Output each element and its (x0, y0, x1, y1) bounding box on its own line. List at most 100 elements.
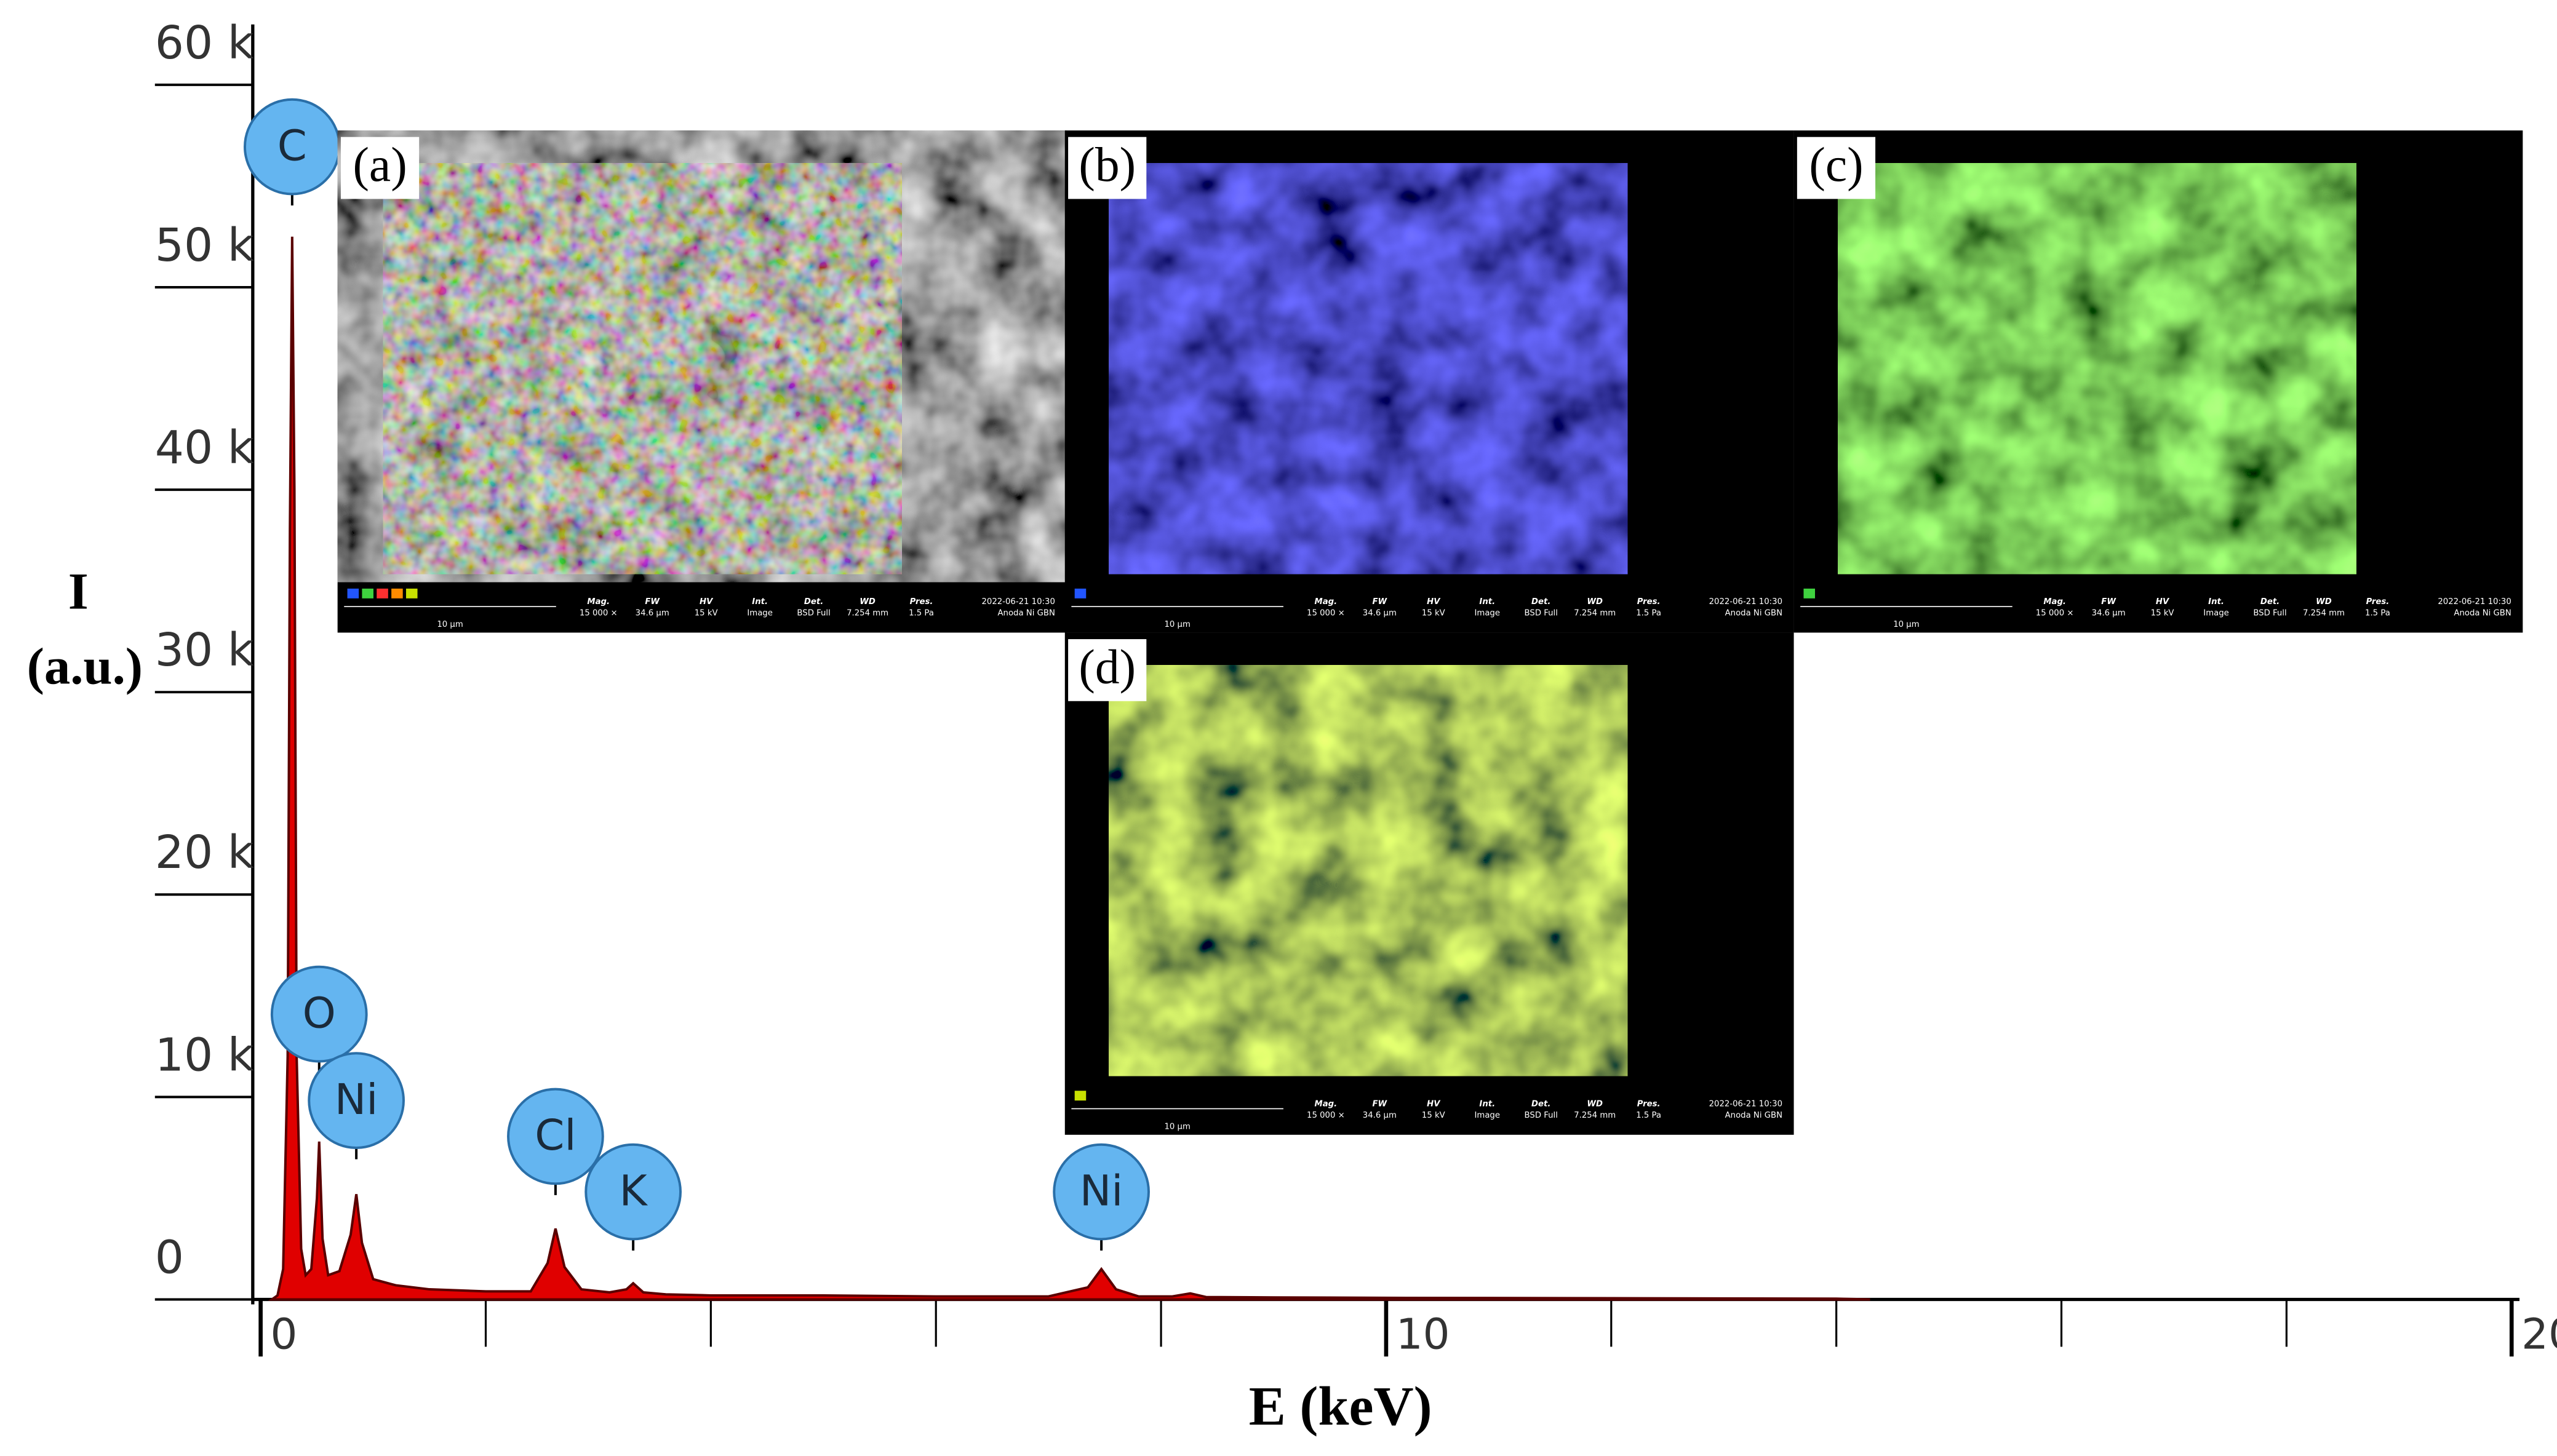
footer-value: 15 kV (1422, 609, 1445, 618)
footer-value: 34.6 µm (1363, 1111, 1397, 1120)
footer-date: 2022-06-21 10:30 (1709, 1099, 1782, 1108)
footer-value: 15 kV (1422, 1111, 1445, 1120)
panel-label-box (1068, 137, 1147, 199)
x-tick-label: 10 (1396, 1310, 1450, 1359)
footer-key: Pres. (1637, 597, 1661, 607)
y-axis-title: I (68, 563, 89, 621)
inset-panel: (c) 10 µm Mag. 15 000 × FW 34.6 µm HV 15 kV Int.… (1793, 130, 2523, 633)
element-badge (1074, 1091, 1087, 1101)
footer-sample: Anoda Ni GBN (2454, 609, 2511, 618)
element-badge (405, 588, 418, 599)
footer-key: WD (860, 597, 876, 607)
inset-map (1109, 665, 1628, 1076)
footer-value: 34.6 µm (1363, 609, 1397, 618)
footer-value: 1.5 Pa (1636, 1111, 1661, 1120)
footer-key: Int. (1479, 597, 1495, 607)
inset-panel: (b) 10 µm Mag. 15 000 × FW 34.6 µm HV 15 kV Int.… (1064, 130, 1794, 633)
element-badge (377, 588, 388, 599)
footer-key: Det. (1531, 597, 1550, 607)
x-axis-title: E (keV) (1249, 1376, 1432, 1437)
panel-label-box (1068, 639, 1147, 701)
footer-value: 7.254 mm (847, 609, 888, 618)
panel-label: (d) (1079, 640, 1136, 694)
footer-value: 15 kV (2151, 609, 2174, 618)
annotation-badge (1053, 1143, 1150, 1241)
footer-value: Image (1475, 1111, 1501, 1120)
inset-map (1109, 163, 1628, 575)
y-tick-label: 50 k (155, 218, 254, 272)
panel-label-box (340, 137, 420, 199)
scale-label: 10 µm (1164, 620, 1190, 629)
footer-key: Pres. (2366, 597, 2390, 607)
footer-value: 1.5 Pa (2365, 609, 2390, 618)
footer-key: WD (1587, 1099, 1603, 1108)
footer-sample: Anoda Ni GBN (1725, 1111, 1782, 1120)
footer-value: Image (747, 609, 772, 618)
footer-date: 2022-06-21 10:30 (2438, 597, 2511, 607)
footer-key: Mag. (2043, 597, 2066, 607)
footer-key: Mag. (1315, 1099, 1338, 1108)
footer-key: Det. (1531, 1099, 1550, 1108)
element-badge (1803, 588, 1816, 599)
footer-key: WD (1587, 597, 1603, 607)
footer-value: BSD Full (1525, 609, 1558, 618)
footer-key: FW (2101, 597, 2116, 607)
annotation-label: K (620, 1166, 648, 1215)
annotation-badge (270, 965, 368, 1063)
element-badge (1074, 588, 1087, 599)
y-axis-title: (a.u.) (27, 638, 143, 696)
footer-key: Det. (804, 597, 823, 607)
footer-key: Mag. (587, 597, 610, 607)
annotation-badge (507, 1088, 604, 1185)
footer-key: Int. (2208, 597, 2224, 607)
y-tick-label: 30 k (155, 623, 254, 677)
footer-key: Int. (1479, 1099, 1495, 1108)
panel-label: (a) (353, 138, 407, 192)
inset-overlay (383, 163, 902, 575)
panel-label-box (1797, 137, 1876, 199)
footer-value: 15 000 × (1307, 609, 1345, 618)
annotation-badge (584, 1143, 682, 1241)
inset-map (1838, 163, 2356, 575)
footer-value: 7.254 mm (1574, 609, 1616, 618)
footer-value: 15 000 × (2036, 609, 2074, 618)
x-tick-label: 0 (271, 1310, 298, 1359)
y-tick-label: 60 k (155, 16, 254, 70)
footer-key: Pres. (910, 597, 933, 607)
annotation-label: O (303, 989, 336, 1038)
footer-key: WD (2316, 597, 2332, 607)
spectrum-area (268, 236, 1870, 1301)
footer-value: 15 000 × (1307, 1111, 1345, 1120)
footer-value: 1.5 Pa (909, 609, 934, 618)
annotation-label: Ni (335, 1075, 378, 1124)
footer-value: 15 kV (695, 609, 718, 618)
footer-key: FW (645, 597, 660, 607)
annotation-label: Cl (535, 1111, 576, 1160)
footer-key: FW (1372, 597, 1387, 607)
y-tick-label: 40 k (155, 421, 254, 474)
annotation-badge (308, 1052, 405, 1149)
footer-value: BSD Full (1525, 1111, 1558, 1120)
footer-value: BSD Full (797, 609, 830, 618)
element-badge (347, 588, 359, 599)
footer-key: Pres. (1637, 1099, 1661, 1108)
y-tick-label: 0 (155, 1230, 184, 1284)
y-tick-label: 10 k (155, 1028, 254, 1081)
footer-value: 7.254 mm (2303, 609, 2345, 618)
footer-key: HV (2156, 597, 2170, 607)
x-tick-label: 20 (2521, 1310, 2557, 1359)
scale-label: 10 µm (1893, 620, 1919, 629)
footer-key: HV (1427, 1099, 1441, 1108)
footer-date: 2022-06-21 10:30 (981, 597, 1055, 607)
panel-label: (c) (1809, 138, 1863, 192)
footer-key: Mag. (1315, 597, 1338, 607)
footer-value: BSD Full (2253, 609, 2286, 618)
footer-date: 2022-06-21 10:30 (1709, 597, 1782, 607)
footer-value: 7.254 mm (1574, 1111, 1616, 1120)
footer-key: Int. (752, 597, 768, 607)
footer-key: FW (1372, 1099, 1387, 1108)
footer-value: 1.5 Pa (1636, 609, 1661, 618)
footer-key: HV (1427, 597, 1441, 607)
